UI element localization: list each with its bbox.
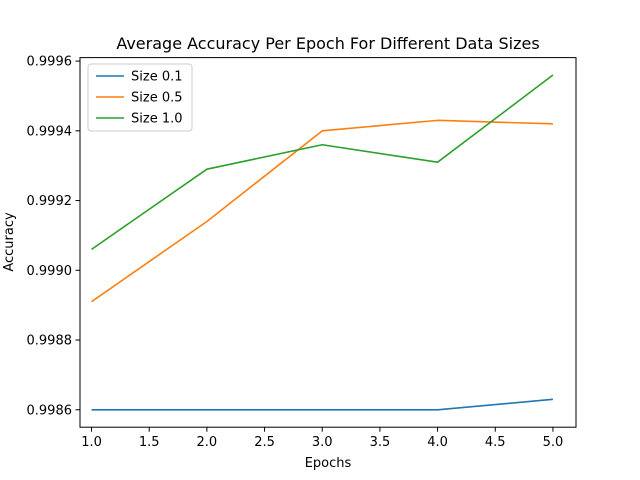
x-tick-label: 2.5 <box>254 435 275 450</box>
y-tick-label: 0.9996 <box>27 55 73 70</box>
y-tick-label: 0.9992 <box>27 194 73 209</box>
x-axis-label: Epochs <box>305 456 352 471</box>
x-tick-label: 4.5 <box>485 435 506 450</box>
series-line-1 <box>91 398 554 411</box>
x-tick-label: 1.5 <box>139 435 160 450</box>
plot-frame <box>79 57 577 428</box>
legend: Size 0.1 Size 0.5 Size 1.0 <box>87 63 193 132</box>
legend-label: Size 0.5 <box>131 91 183 106</box>
y-tick-label: 0.9994 <box>27 124 73 139</box>
series-lines <box>91 74 554 411</box>
legend-box <box>87 63 193 132</box>
y-tick-label: 0.9988 <box>27 334 73 349</box>
y-tick-label: 0.9986 <box>27 403 73 418</box>
legend-label: Size 0.1 <box>131 70 183 85</box>
x-tick-label: 3.0 <box>312 435 333 450</box>
series-line-2 <box>91 119 553 303</box>
y-axis-label: Accuracy <box>2 212 17 272</box>
chart-title: Average Accuracy Per Epoch For Different… <box>116 34 539 53</box>
x-axis: 1.0 1.5 2.0 2.5 3.0 3.5 4.0 4.5 5.0 <box>81 427 563 450</box>
x-tick-label: 1.0 <box>81 435 102 450</box>
legend-label: Size 1.0 <box>131 112 183 127</box>
y-tick-label: 0.9990 <box>27 264 73 279</box>
x-tick-label: 3.5 <box>370 435 391 450</box>
series-line-3 <box>91 74 554 251</box>
y-axis: 0.9986 0.9988 0.9990 0.9992 0.9994 0.9996 <box>27 55 80 418</box>
x-tick-label: 2.0 <box>197 435 218 450</box>
x-tick-label: 4.0 <box>427 435 448 450</box>
x-tick-label: 5.0 <box>543 435 564 450</box>
